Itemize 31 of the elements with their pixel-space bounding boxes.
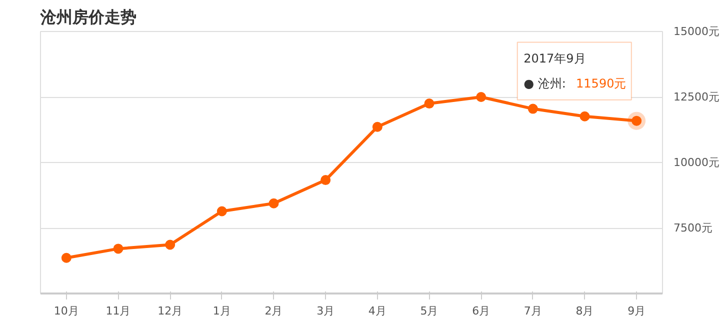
annotation: 2017年9月: [524, 51, 586, 66]
y-tick-label: 12500元: [674, 90, 720, 104]
annotation: 11590元: [576, 76, 626, 91]
point: [528, 104, 538, 114]
point: [320, 175, 331, 186]
chart-title: 沧州房价走势: [40, 8, 136, 26]
x-tick-label: 2月: [264, 304, 283, 318]
x-tick-label: 5月: [420, 304, 438, 318]
point: [113, 244, 124, 254]
point: [61, 252, 72, 263]
x-tick-label: 10月: [54, 304, 79, 318]
x-tick-label: 3月: [316, 304, 335, 318]
x-tick-label: 1月: [212, 304, 231, 318]
point: [165, 240, 176, 250]
point: [424, 98, 434, 109]
x-tick-label: 6月: [472, 304, 490, 318]
point: [580, 111, 590, 122]
y-tick-label: 7500元: [674, 222, 712, 234]
y-tick-label: 15000元: [674, 25, 720, 38]
annotation: ● 沧州:: [524, 76, 566, 91]
x-tick-label: 11月: [106, 304, 131, 318]
point: [268, 198, 279, 208]
point: [476, 92, 486, 102]
x-tick-label: 12月: [158, 304, 183, 318]
x-tick-label: 8月: [576, 304, 594, 318]
x-tick-label: 4月: [368, 304, 386, 318]
point: [372, 122, 382, 132]
point: [216, 206, 227, 216]
x-tick-label: 7月: [524, 304, 542, 318]
x-tick-label: 9月: [628, 304, 646, 318]
y-tick-label: 10000元: [674, 156, 720, 169]
